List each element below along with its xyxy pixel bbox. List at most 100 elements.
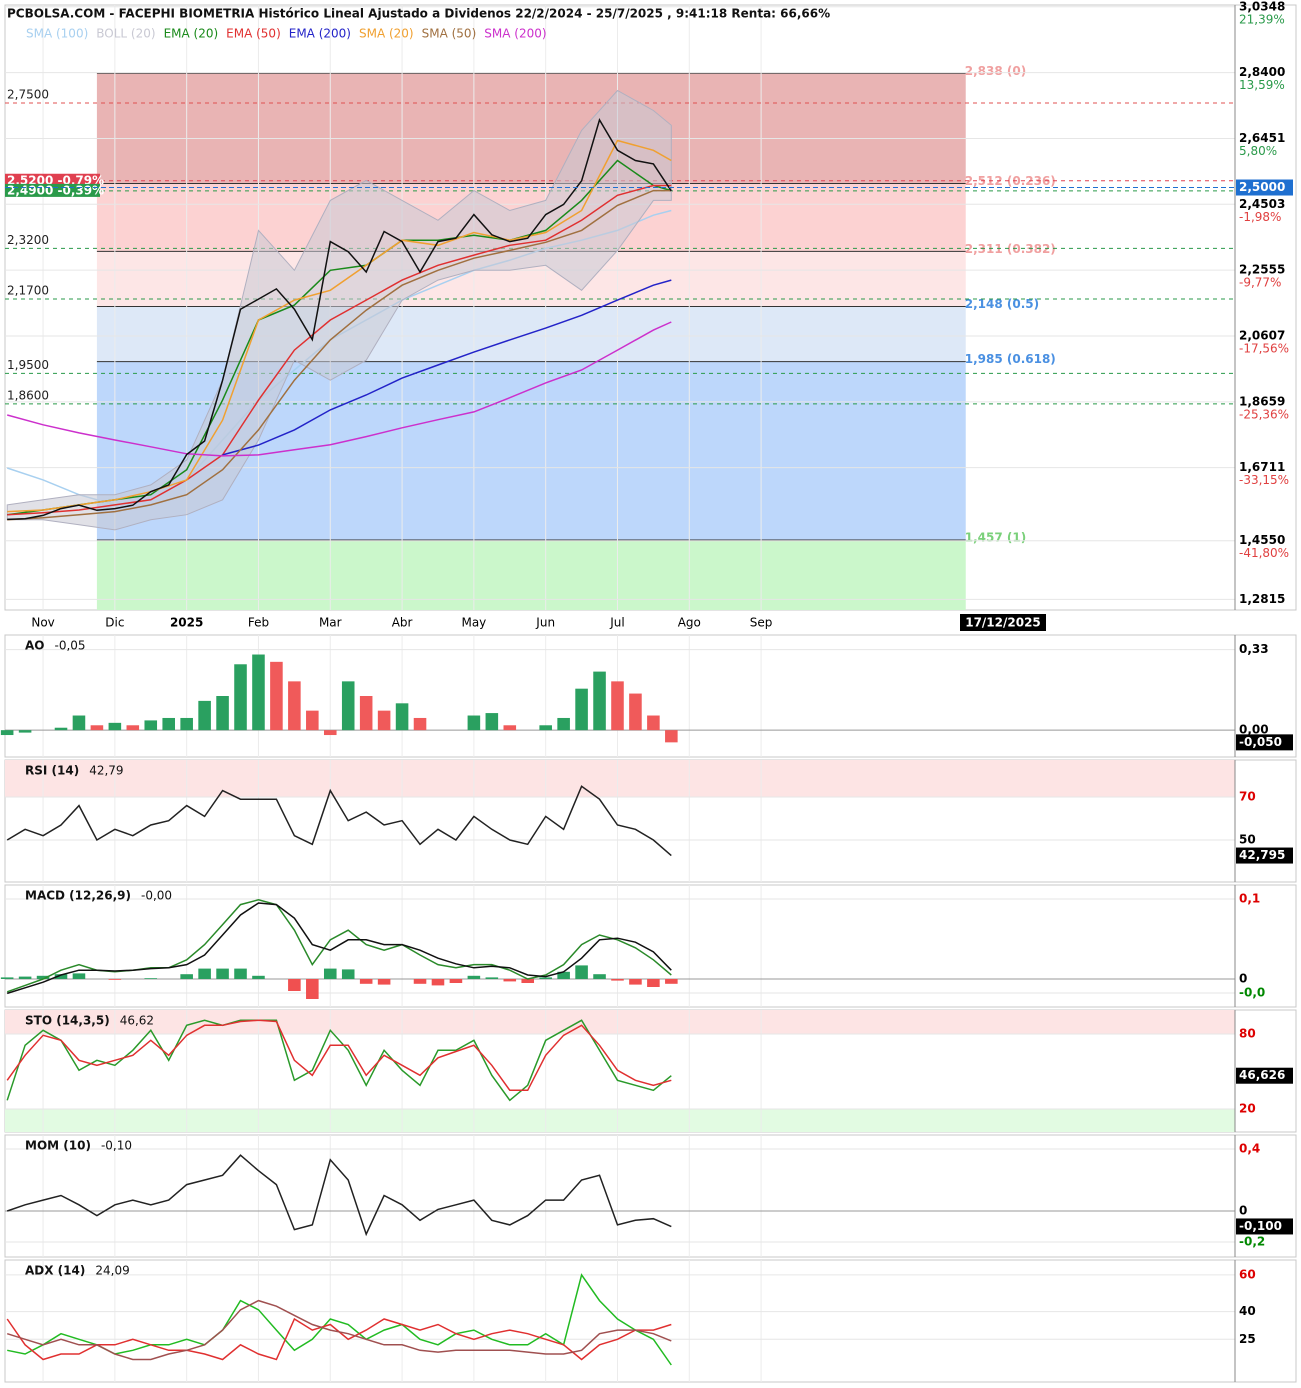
ao-bar <box>180 717 193 731</box>
ao-bar <box>270 661 283 731</box>
panel: 0,1 0-0,0 MACD (12,26,9) -0,00 <box>0 884 1297 1008</box>
legend-item: SMA (200) <box>484 27 546 41</box>
histogram-bar <box>449 979 463 983</box>
zone <box>5 1109 1235 1132</box>
y-tick-label: 0 <box>1239 1203 1247 1217</box>
current-label: 46,626 <box>1239 1068 1285 1082</box>
fib-label: 1,457 (1) <box>965 531 1026 545</box>
histogram-bar <box>611 979 624 981</box>
panel-value: -0,05 <box>55 639 86 653</box>
y-tick-label: 0,33 <box>1239 642 1269 656</box>
ao-bar <box>54 727 68 731</box>
histogram-bar <box>557 971 570 979</box>
legend-item: EMA (200) <box>289 27 351 41</box>
ao-bar <box>144 720 158 731</box>
legend-item: BOLL (20) <box>96 27 155 41</box>
histogram-bar <box>306 979 319 999</box>
series-line <box>222 279 672 456</box>
histogram-bar <box>431 979 445 986</box>
y-tick-label: 1,6711 <box>1239 460 1285 474</box>
x-tick-label: Jun <box>535 616 555 630</box>
histogram-bar <box>503 979 517 982</box>
ao-bar <box>323 730 337 736</box>
histogram-bar <box>18 976 32 979</box>
current-box <box>1236 1218 1293 1235</box>
price-line <box>7 118 672 521</box>
panel-frame <box>4 1259 1297 1383</box>
ao-bar <box>359 696 373 731</box>
pct-label: 21,39% <box>1239 12 1285 26</box>
histogram-bar <box>0 977 14 979</box>
y-tick-label: 50 <box>1239 833 1256 847</box>
y-tick-label: 2,8400 <box>1239 65 1285 79</box>
histogram-bar <box>234 968 247 979</box>
current-box <box>1236 1067 1293 1084</box>
pct-label: -17,56% <box>1239 341 1289 355</box>
ao-bar <box>395 703 409 731</box>
bollinger-band <box>6 89 672 531</box>
pct-label: -25,36% <box>1239 407 1289 421</box>
current-label: 42,795 <box>1239 848 1285 862</box>
y-tick-label: 3,0348 <box>1239 0 1285 13</box>
ao-bar <box>593 671 606 731</box>
current-label: 2,5000 <box>1239 180 1285 194</box>
series-line <box>7 1273 672 1366</box>
fib-label: 2,512 (0.236) <box>965 174 1056 188</box>
x-tick-label: Nov <box>31 616 54 630</box>
fib-zone <box>96 540 966 610</box>
fib-label: 2,838 (0) <box>965 64 1026 78</box>
y-tick-label: 40 <box>1239 1304 1256 1318</box>
panel-value: -0,10 <box>101 1139 132 1153</box>
ao-bar <box>306 710 319 731</box>
histogram-bar <box>72 973 86 979</box>
histogram-bar <box>144 978 158 979</box>
pct-label: 5,80% <box>1239 144 1277 158</box>
panel-value: 46,62 <box>120 1014 154 1028</box>
ao-bar <box>647 715 660 731</box>
ao-bar <box>234 664 247 731</box>
y-tick-label: 0,4 <box>1239 1141 1260 1155</box>
histogram-bar <box>665 979 678 984</box>
ao-bar <box>539 725 552 731</box>
histogram-bar <box>413 979 427 984</box>
cursor-date: 17/12/2025 <box>965 616 1041 630</box>
ao-bar <box>288 681 301 731</box>
ref-label: 1,9500 <box>7 358 49 372</box>
x-tick-label: Abr <box>392 616 413 630</box>
x-tick-label: May <box>461 616 486 630</box>
pct-label: -9,77% <box>1239 276 1281 290</box>
ao-bar <box>198 700 211 731</box>
series-line <box>7 321 672 457</box>
y-tick-label: 1,4550 <box>1239 533 1285 547</box>
ao-bar <box>557 717 570 731</box>
series-line <box>6 902 672 995</box>
ao-bar <box>18 730 32 733</box>
histogram-bar <box>108 979 122 980</box>
pct-label: -1,98% <box>1239 210 1281 224</box>
panel: 80 20 46,626 STO (14,3,5) 46,62 <box>4 1009 1297 1133</box>
y-tick-label: 0 <box>1239 972 1247 986</box>
ao-bar <box>341 681 355 731</box>
y-tick-label: 0,1 <box>1239 892 1260 906</box>
legend-item: SMA (50) <box>422 27 477 41</box>
fib-zone <box>96 73 966 184</box>
panel-value: 42,79 <box>89 764 123 778</box>
panel-label: STO (14,3,5) <box>25 1014 110 1028</box>
ao-bar <box>108 722 122 731</box>
current-box <box>1236 847 1293 864</box>
histogram-bar <box>180 974 193 979</box>
pct-label: -33,15% <box>1239 473 1289 487</box>
y-tick-label: 2,4503 <box>1239 197 1285 211</box>
series-line <box>6 1019 672 1102</box>
histogram-bar <box>467 975 481 979</box>
x-tick-label: Mar <box>319 616 342 630</box>
x-tick-label: Dic <box>105 616 124 630</box>
series-line <box>6 1299 672 1361</box>
histogram-bar <box>359 979 373 984</box>
y-tick-label: 70 <box>1239 790 1256 804</box>
ao-bar <box>252 654 265 731</box>
panel-frame <box>4 634 1297 758</box>
histogram-bar <box>54 974 68 979</box>
histogram-bar <box>485 977 499 979</box>
